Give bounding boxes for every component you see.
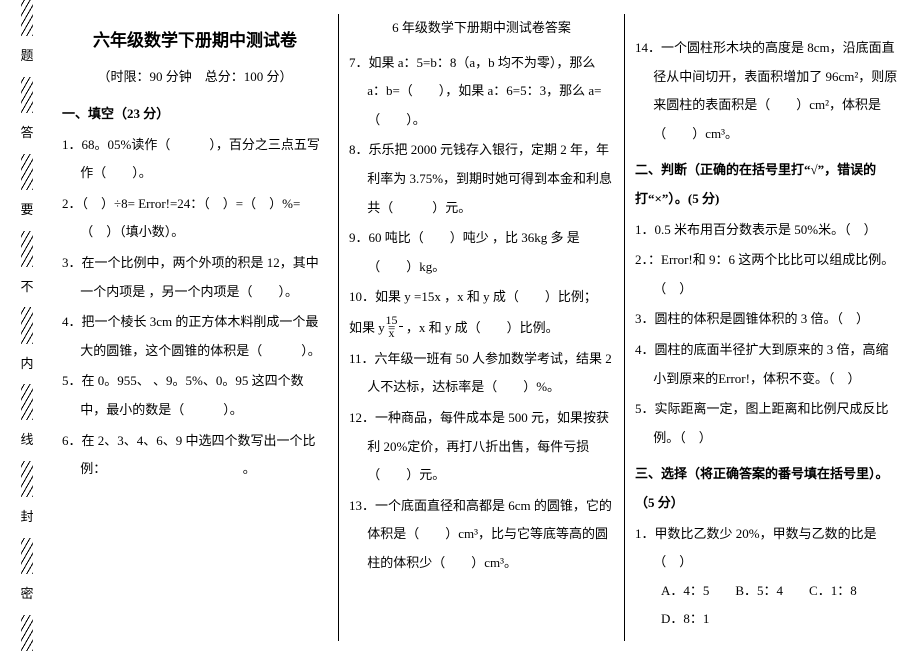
hatch	[21, 307, 33, 343]
side-char: 密	[6, 574, 48, 615]
q8: 8．乐乐把 2000 元钱存入银行，定期 2 年，年利率为 3.75%，到期时她…	[349, 136, 614, 222]
j1: 1．0.5 米布用百分数表示是 50%米。（ ）	[635, 216, 900, 245]
q3: 3．在一个比例中，两个外项的积是 12，其中一个内项是 ，另一个内项是（ ）。	[62, 249, 328, 306]
column-2: 6 年级数学下册期中测试卷答案 7．如果 a：5=b：8（a，b 均不为零），那…	[338, 14, 624, 641]
j4: 4．圆柱的底面半径扩大到原来的 3 倍，高缩小到原来的Error!，体积不变。（…	[635, 336, 900, 393]
j5: 5．实际距离一定，图上距离和比例尺成反比例。（ ）	[635, 395, 900, 452]
section-judge: 二、判断（正确的在括号里打“√”，错误的打“×”）。(5 分)	[635, 156, 900, 213]
section-choice: 三、选择（将正确答案的番号填在括号里）。（5 分）	[635, 460, 900, 517]
binding-sidebar: 题 答 要 不 内 线 封 密	[6, 0, 48, 651]
hatch	[21, 0, 33, 36]
hatch	[21, 384, 33, 420]
x1-opts: A．4：5 B．5：4 C．1：8 D．8：1	[635, 577, 900, 634]
hatch	[21, 538, 33, 574]
q7: 7．如果 a：5=b：8（a，b 均不为零），那么 a：b=（ ），如果 a：6…	[349, 49, 614, 135]
q1: 1．68。05%读作（ ），百分之三点五写作（ ）。	[62, 131, 328, 188]
side-char: 线	[6, 420, 48, 461]
hatch	[21, 231, 33, 267]
answer-title: 6 年级数学下册期中测试卷答案	[349, 14, 614, 43]
page: 六年级数学下册期中测试卷 （时限：90 分钟 总分：100 分） 一、填空（23…	[52, 14, 910, 641]
q12: 12．一种商品，每件成本是 500 元，如果按获利 20%定价，再打八折出售，每…	[349, 404, 614, 490]
exam-title: 六年级数学下册期中测试卷	[62, 22, 328, 59]
side-char: 要	[6, 190, 48, 231]
spacer	[635, 14, 900, 32]
q10b: 如果 y = 15x ，x 和 y 成（ ）比例。	[349, 314, 614, 343]
side-char: 答	[6, 113, 48, 154]
hatch	[21, 154, 33, 190]
side-char: 不	[6, 267, 48, 308]
side-char: 封	[6, 497, 48, 538]
q13: 13．一个底面直径和高都是 6cm 的圆锥，它的体积是（ ）cm³，比与它等底等…	[349, 492, 614, 578]
q6: 6．在 2、3、4、6、9 中选四个数写出一个比例： 。	[62, 427, 328, 484]
section-fill: 一、填空（23 分）	[62, 100, 328, 129]
column-3: 14．一个圆柱形木块的高度是 8cm，沿底面直径从中间切开，表面积增加了 96c…	[624, 14, 910, 641]
q14: 14．一个圆柱形木块的高度是 8cm，沿底面直径从中间切开，表面积增加了 96c…	[635, 34, 900, 148]
q10b-post: ，x 和 y 成（ ）比例。	[403, 320, 559, 335]
x1: 1．甲数比乙数少 20%，甲数与乙数的比是（ ）	[635, 520, 900, 577]
hatch	[21, 615, 33, 651]
q5: 5．在 0。955、 、9。5%、0。95 这四个数中，最小的数是（ ）。	[62, 367, 328, 424]
q9: 9．60 吨比（ ）吨少 ，比 36kg 多 是（ ）kg。	[349, 224, 614, 281]
column-1: 六年级数学下册期中测试卷 （时限：90 分钟 总分：100 分） 一、填空（23…	[52, 14, 338, 641]
hatch	[21, 77, 33, 113]
j3: 3．圆柱的体积是圆锥体积的 3 倍。（ ）	[635, 305, 900, 334]
side-char: 内	[6, 344, 48, 385]
q4: 4．把一个棱长 3cm 的正方体木料削成一个最大的圆锥，这个圆锥的体积是（ ）。	[62, 308, 328, 365]
q10a: 10．如果 y =15x ，x 和 y 成（ ）比例；	[349, 283, 614, 312]
q11: 11．六年级一班有 50 人参加数学考试，结果 2 人不达标，达标率是（ ）%。	[349, 345, 614, 402]
q2: 2．（ ）÷8= Error!=24：（ ）=（ ）%=（ ）（填小数）。	[62, 190, 328, 247]
side-char: 题	[6, 36, 48, 77]
hatch	[21, 461, 33, 497]
j2: 2．：Error!和 9：6 这两个比比可以组成比例。（ ）	[635, 246, 900, 303]
exam-subtitle: （时限：90 分钟 总分：100 分）	[62, 63, 328, 92]
